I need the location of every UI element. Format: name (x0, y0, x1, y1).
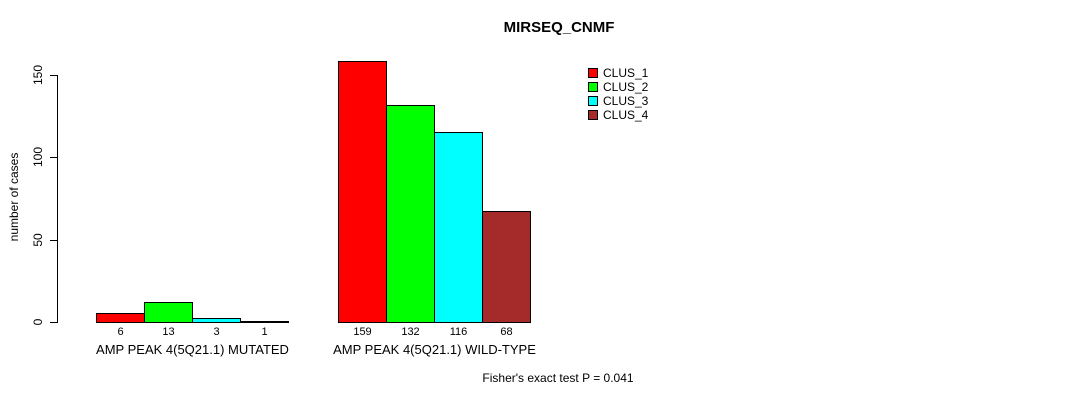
y-axis-label: number of cases (7, 152, 21, 242)
bar-value-label: 116 (449, 326, 468, 338)
legend-swatch (588, 96, 598, 106)
bar-value-label: 6 (117, 326, 124, 338)
legend-item: CLUS_2 (588, 80, 648, 94)
bar (192, 318, 241, 323)
y-tick (50, 157, 57, 158)
bar-value-label: 13 (162, 326, 175, 338)
legend-swatch (588, 82, 598, 92)
bar-group-label: AMP PEAK 4(5Q21.1) WILD-TYPE (333, 342, 536, 357)
y-tick-label: 50 (31, 233, 45, 247)
bar (482, 211, 531, 323)
bar (338, 61, 387, 323)
bar (240, 321, 289, 323)
annotation-text: Fisher's exact test P = 0.041 (482, 371, 634, 385)
legend-label: CLUS_1 (603, 66, 649, 80)
y-tick-label: 0 (31, 318, 45, 326)
legend-label: CLUS_4 (603, 108, 649, 122)
chart-title: MIRSEQ_CNMF (503, 19, 615, 36)
bar-value-label: 68 (500, 326, 513, 338)
y-tick (50, 75, 57, 76)
bar (386, 105, 435, 323)
bar-group-label: AMP PEAK 4(5Q21.1) MUTATED (96, 342, 289, 357)
y-tick (50, 240, 57, 241)
bar-value-label: 1 (261, 326, 268, 338)
y-axis-line (57, 75, 58, 323)
legend-label: CLUS_3 (603, 94, 649, 108)
y-tick (50, 322, 57, 323)
y-tick-label: 150 (31, 64, 45, 86)
legend-label: CLUS_2 (603, 80, 649, 94)
legend-swatch (588, 68, 598, 78)
legend-item: CLUS_3 (588, 94, 648, 108)
bar (434, 132, 483, 323)
bar (144, 302, 193, 323)
legend-item: CLUS_1 (588, 66, 648, 80)
bar-value-label: 3 (213, 326, 220, 338)
bar (96, 313, 145, 323)
bar-value-label: 132 (401, 326, 420, 338)
y-tick-label: 100 (31, 146, 45, 168)
legend-item: CLUS_4 (588, 108, 648, 122)
bar-value-label: 159 (353, 326, 372, 338)
legend-swatch (588, 110, 598, 120)
legend: CLUS_1 CLUS_2 CLUS_3 CLUS_4 (588, 66, 648, 122)
